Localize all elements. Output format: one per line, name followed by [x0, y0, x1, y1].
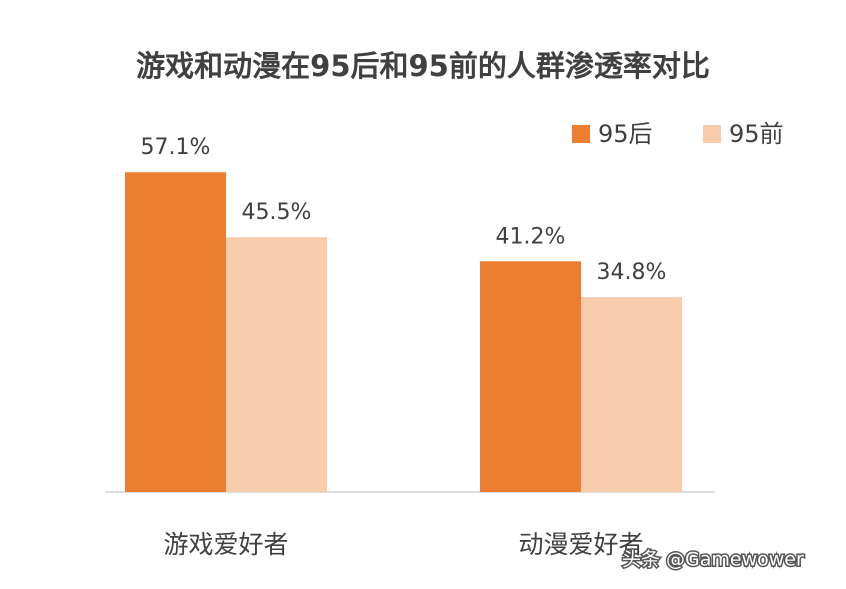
x-tick-label: 游戏爱好者	[163, 530, 288, 559]
legend-swatch	[572, 125, 590, 143]
bar	[581, 297, 682, 492]
x-tick-label: 动漫爱好者	[518, 530, 643, 559]
watermark: 头条 @Gamewower	[622, 549, 804, 571]
value-label: 34.8%	[597, 260, 667, 285]
bar	[226, 237, 327, 492]
legend-label: 95前	[729, 120, 784, 148]
value-label: 41.2%	[496, 224, 566, 249]
legend-label: 95后	[598, 120, 653, 148]
value-label: 45.5%	[242, 200, 312, 225]
value-label: 57.1%	[141, 135, 211, 160]
bar	[125, 172, 226, 493]
chart-title: 游戏和动漫在95后和95前的人群渗透率对比	[136, 49, 710, 83]
bar	[480, 261, 581, 492]
legend-swatch	[703, 125, 721, 143]
